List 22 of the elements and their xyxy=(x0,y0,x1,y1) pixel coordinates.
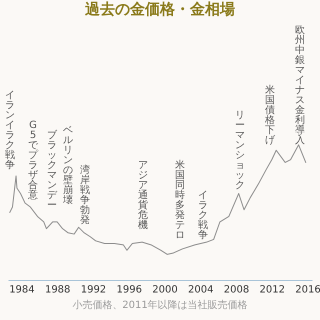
x-tick-label: 2008 xyxy=(224,284,250,296)
x-tick-label: 2004 xyxy=(188,284,214,296)
x-tick-label: 2016 xyxy=(295,284,320,296)
x-tick-label: 2012 xyxy=(260,284,285,296)
x-tick-label: 1988 xyxy=(44,284,70,296)
text: 小売価格、2011年以降は当社販売価格 xyxy=(72,299,248,311)
annotation: アジア通貨危機 xyxy=(138,160,148,231)
x-tick-label: 1984 xyxy=(9,284,35,296)
annotation: ベルリンの壁崩壊 xyxy=(62,125,73,206)
chart-title: 過去の金価格・金相場 xyxy=(84,0,235,18)
x-tick-label: 2000 xyxy=(152,284,178,296)
annotation: G5でプラザ合意 xyxy=(27,120,39,201)
annotation: 米国債格下げ xyxy=(264,84,276,146)
x-tick-label: 1996 xyxy=(116,284,142,296)
annotation: 湾岸戦争勃発 xyxy=(80,164,90,226)
annotation: イランイラク戦争 xyxy=(5,90,15,171)
annotation: ブラックマンデー xyxy=(47,129,58,211)
x-tick-label: 1992 xyxy=(80,284,106,296)
text: 欧州中銀マイナス金利導入 xyxy=(295,25,305,146)
annotation: イラク戦争 xyxy=(198,190,208,241)
annotation: リーマンショック xyxy=(235,110,245,191)
annotation: 米国同時多発テロ xyxy=(175,159,185,241)
